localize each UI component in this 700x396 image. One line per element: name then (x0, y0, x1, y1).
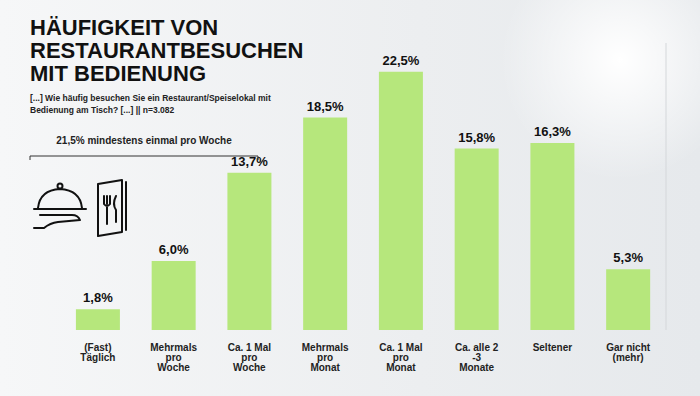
svg-text:1,8%: 1,8% (83, 290, 113, 305)
svg-text:Ca. alle 2-3Monate: Ca. alle 2-3Monate (455, 342, 499, 373)
svg-text:18,5%: 18,5% (307, 99, 344, 114)
svg-text:22,5%: 22,5% (382, 53, 419, 68)
svg-text:6,0%: 6,0% (159, 242, 189, 257)
svg-text:MehrmalsproMonat: MehrmalsproMonat (302, 342, 349, 373)
svg-text:16,3%: 16,3% (534, 124, 571, 139)
svg-text:Ca. 1 MalproWoche: Ca. 1 MalproWoche (228, 342, 272, 373)
svg-text:(Fast)Täglich: (Fast)Täglich (80, 342, 115, 363)
svg-text:Ca. 1 MalproMonat: Ca. 1 MalproMonat (379, 342, 423, 373)
html-text:[...] Wie häufig besuchen Sie: [...] Wie häufig besuchen Sie ein Restau… (30, 93, 271, 115)
svg-text:Gar nicht(mehr): Gar nicht(mehr) (606, 342, 651, 363)
svg-text:15,8%: 15,8% (458, 130, 495, 145)
svg-text:MehrmalsproWoche: MehrmalsproWoche (150, 342, 197, 373)
svg-text:13,7%: 13,7% (231, 154, 268, 169)
html-text:21,5% mindestens einmal pro Wo: 21,5% mindestens einmal pro Woche (56, 135, 232, 146)
html-text:HÄUFIGKEIT VON RESTAURANTBESUC: HÄUFIGKEIT VON RESTAURANTBESUCHEN MIT BE… (30, 15, 304, 86)
svg-text:5,3%: 5,3% (613, 250, 643, 265)
svg-text:Seltener: Seltener (533, 342, 573, 353)
